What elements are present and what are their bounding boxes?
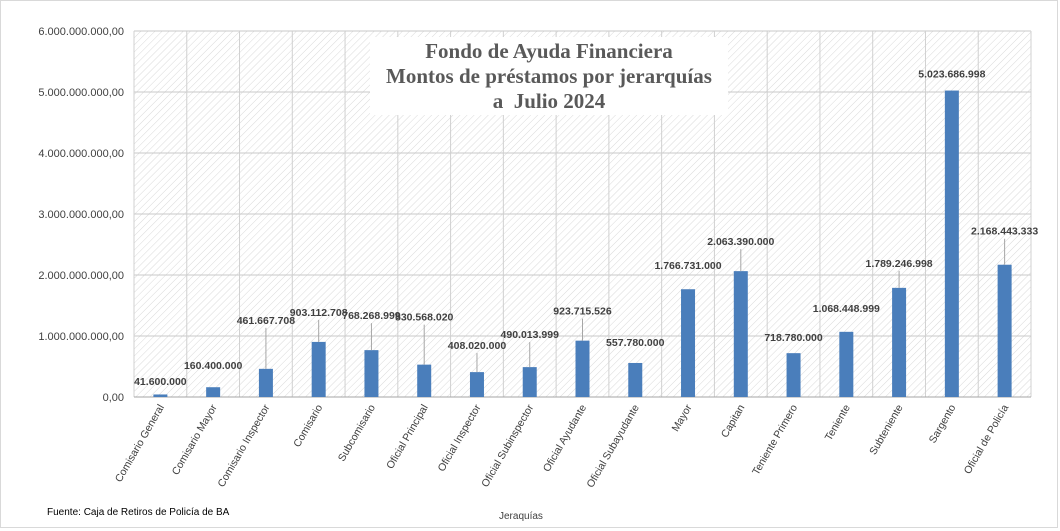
bar [417,364,432,397]
bar [364,350,379,397]
x-tick-label: Oficial Ayudante [541,402,589,474]
bar [733,271,748,397]
bar [997,264,1012,397]
x-tick-label: Comisario Inspector [215,402,272,489]
value-label: 1.766.731.000 [654,260,721,272]
bar [153,394,168,397]
bar [892,287,907,397]
x-tick-label: Capitan [719,402,748,439]
x-tick-label: Comisario [291,402,325,449]
x-tick-label: Oficial Subayudante [584,402,641,490]
x-tick-label: Teniente [823,402,853,443]
value-label: 903.112.708 [290,307,348,319]
y-tick-label: 6.000.000.000,00 [38,26,124,38]
x-tick-label: Subteniente [867,402,905,457]
x-tick-label: Oficial Inspector [436,402,484,474]
bar [839,331,854,397]
leader-lines [265,238,1006,373]
x-tick-label: Comisario Mayor [170,402,220,477]
value-label: 923.715.526 [553,306,612,318]
y-tick-label: 1.000.000.000,00 [38,331,124,343]
value-labels: 41.600.000 160.400.000 461.667.708903.112.… [134,69,1038,388]
y-tick-label: 5.000.000.000,00 [38,87,124,99]
value-label: 530.568.020 [395,312,454,324]
bar [258,368,273,397]
value-label: 1.068.448.999 [813,303,880,315]
chart-title: Fondo de Ayuda Financiera Montos de prés… [370,37,728,115]
value-label: 160.400.000 [184,360,243,372]
value-label: 1.789.246.998 [866,258,933,270]
y-tick-label: 3.000.000.000,00 [38,209,124,221]
bar [522,367,537,397]
x-axis: Comisario General Comisario MayorComisari… [113,402,1011,490]
source-note: Fuente: Caja de Retiros de Policía de BA [47,507,230,518]
bar [311,341,326,397]
value-label: 490.013.999 [501,329,560,341]
value-label: 41.600.000 [134,376,187,388]
x-tick-label: Mayor [670,402,695,434]
y-tick-label: 0,00 [103,392,124,404]
x-axis-title: Jeraquías [499,511,543,522]
title-line-3: a Julio 2024 [492,89,606,113]
bar [944,90,959,398]
title-line-2: Montos de préstamos por jerarquías [386,64,712,88]
value-label: 768.268.999 [342,310,401,322]
bar [469,372,484,397]
bar [206,387,221,397]
value-label: 5.023.686.998 [918,69,985,81]
x-tick-label: Subcomisario [336,402,378,463]
x-tick-label: Oficial Principal [384,403,431,472]
y-axis: 0,00 1.000.000.000,00 2.000.000.000,00 3.00… [38,26,124,404]
value-label: 557.780.000 [606,337,665,349]
bar [786,353,801,397]
bar [681,289,696,397]
bar [628,362,643,397]
bar [575,340,590,397]
gridlines [133,30,1032,398]
value-label: 2.168.443.333 [971,226,1038,238]
value-label: 2.063.390.000 [707,236,774,248]
title-line-1: Fondo de Ayuda Financiera [425,39,673,63]
bars [153,90,1012,398]
x-tick-label: Oficial de Policía [962,402,1012,476]
value-label: 718.780.000 [764,332,823,344]
x-tick-label: Sargento [927,402,959,445]
value-label: 461.667.708 [237,315,296,327]
y-tick-label: 4.000.000.000,00 [38,148,124,160]
x-tick-label: Oficial Subinspector [479,402,536,489]
value-label: 408.020.000 [448,340,507,352]
y-tick-label: 2.000.000.000,00 [38,270,124,282]
x-tick-label: Teniente Primero [750,402,800,477]
x-tick-label: Comisario General [113,403,167,485]
